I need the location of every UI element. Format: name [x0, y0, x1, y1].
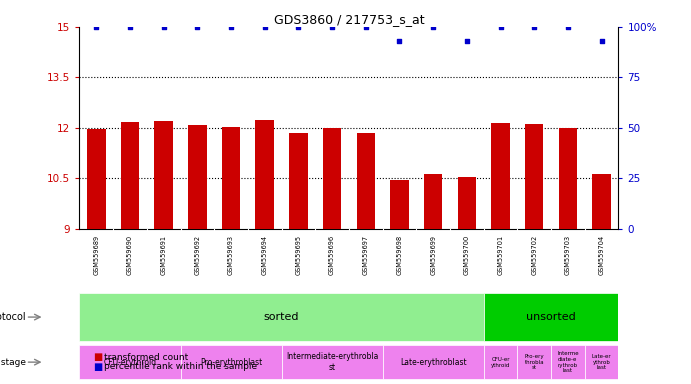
Text: GSM559690: GSM559690 — [127, 235, 133, 275]
Text: GSM559691: GSM559691 — [161, 235, 167, 275]
Point — [428, 24, 439, 30]
Bar — [484, 293, 618, 341]
Point — [259, 24, 270, 30]
Bar — [154, 121, 173, 384]
Bar — [282, 345, 383, 379]
Bar — [457, 177, 476, 384]
Bar — [424, 174, 442, 384]
Point — [394, 38, 405, 44]
Text: GSM559696: GSM559696 — [329, 235, 335, 275]
Bar — [558, 128, 577, 384]
Bar — [323, 128, 341, 384]
Bar — [491, 123, 510, 384]
Text: Late-er
ythrob
last: Late-er ythrob last — [591, 354, 612, 371]
Point — [124, 24, 135, 30]
Text: GSM559692: GSM559692 — [194, 235, 200, 275]
Text: ■: ■ — [93, 362, 102, 372]
Text: ■: ■ — [93, 352, 102, 362]
Text: GSM559704: GSM559704 — [598, 235, 605, 275]
Point — [225, 24, 236, 30]
Text: GSM559698: GSM559698 — [397, 235, 402, 275]
Point — [327, 24, 338, 30]
Text: sorted: sorted — [264, 312, 299, 322]
Bar — [289, 133, 307, 384]
Text: GSM559702: GSM559702 — [531, 235, 537, 275]
Text: transformed count: transformed count — [104, 353, 188, 362]
Bar — [484, 345, 518, 379]
Text: unsorted: unsorted — [527, 312, 576, 322]
Title: GDS3860 / 217753_s_at: GDS3860 / 217753_s_at — [274, 13, 424, 26]
Text: GSM559699: GSM559699 — [430, 235, 436, 275]
Text: CFU-erythroid: CFU-erythroid — [104, 358, 157, 367]
Point — [91, 24, 102, 30]
Text: GSM559703: GSM559703 — [565, 235, 571, 275]
Bar — [383, 345, 484, 379]
Bar — [518, 345, 551, 379]
Text: Interme
diate-e
rythrob
last: Interme diate-e rythrob last — [557, 351, 579, 373]
Text: GSM559695: GSM559695 — [296, 235, 301, 275]
Text: GSM559693: GSM559693 — [228, 235, 234, 275]
Bar — [79, 293, 484, 341]
Text: Intermediate-erythrobla
st: Intermediate-erythrobla st — [286, 353, 378, 372]
Bar — [525, 124, 544, 384]
Text: GSM559694: GSM559694 — [262, 235, 267, 275]
Point — [360, 24, 371, 30]
Bar — [79, 345, 180, 379]
Bar — [87, 129, 106, 384]
Text: Late-erythroblast: Late-erythroblast — [400, 358, 466, 367]
Bar — [188, 126, 207, 384]
Text: GSM559700: GSM559700 — [464, 235, 470, 275]
Text: GSM559697: GSM559697 — [363, 235, 369, 275]
Text: Pro-erythroblast: Pro-erythroblast — [200, 358, 262, 367]
Point — [462, 38, 473, 44]
Bar — [180, 345, 281, 379]
Bar — [357, 133, 375, 384]
Bar — [390, 180, 409, 384]
Point — [158, 24, 169, 30]
Point — [562, 24, 574, 30]
Text: percentile rank within the sample: percentile rank within the sample — [104, 362, 257, 371]
Bar — [222, 127, 240, 384]
Point — [293, 24, 304, 30]
Text: GSM559701: GSM559701 — [498, 235, 504, 275]
Bar — [585, 345, 618, 379]
Text: GSM559689: GSM559689 — [93, 235, 100, 275]
Bar — [551, 345, 585, 379]
Point — [495, 24, 506, 30]
Text: Pro-ery
throbla
st: Pro-ery throbla st — [524, 354, 544, 371]
Point — [596, 38, 607, 44]
Text: CFU-er
ythroid: CFU-er ythroid — [491, 357, 510, 367]
Bar — [256, 120, 274, 384]
Text: development stage: development stage — [0, 358, 26, 367]
Bar — [592, 174, 611, 384]
Point — [529, 24, 540, 30]
Bar — [121, 122, 140, 384]
Text: protocol: protocol — [0, 312, 26, 322]
Point — [192, 24, 203, 30]
